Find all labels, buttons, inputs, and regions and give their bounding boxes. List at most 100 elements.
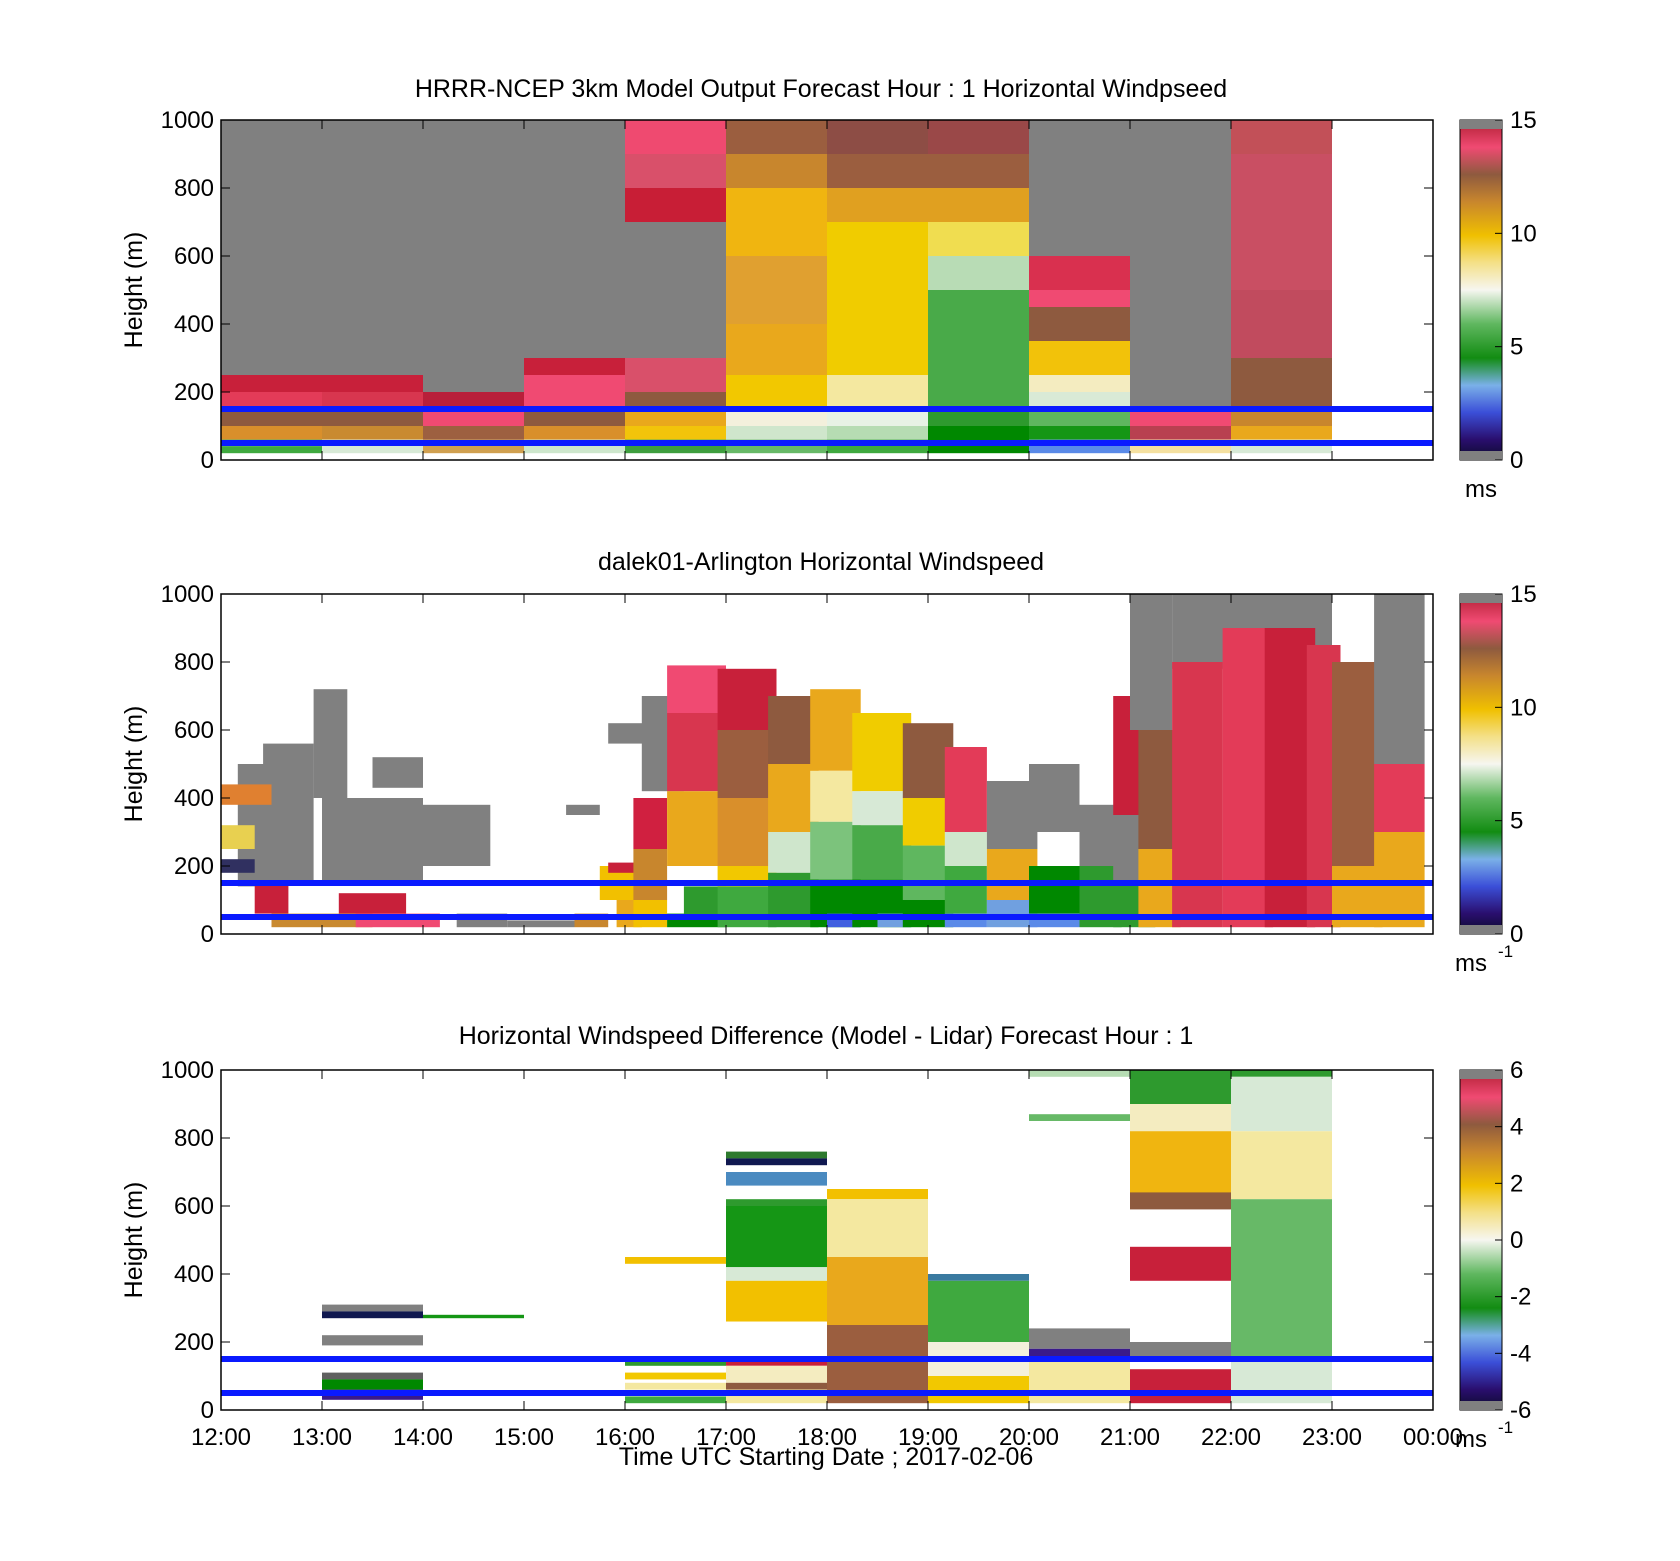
heatmap-cell [810,770,861,822]
colorbar-tick-label: 0 [1510,447,1523,474]
heatmap-cell [717,886,777,928]
heatmap-cell [221,784,272,805]
colorbar-gradient [1459,593,1503,935]
heatmap-cell [322,1311,423,1319]
y-tick-label: 800 [174,649,214,676]
heatmap-cell [524,120,625,358]
heatmap-cell [1231,426,1332,440]
heatmap-cell [827,1257,928,1325]
heatmap-cell [1029,307,1130,341]
x-axis-ticks [220,120,1434,460]
heatmap-cell [1130,426,1231,440]
heatmap-cell [625,1396,726,1404]
heatmap-cell [625,1257,726,1264]
heatmap-cell [423,426,524,440]
colorbar-tick-label: 6 [1510,1057,1523,1084]
heatmap-cell [768,832,819,873]
y-tick-label: 0 [201,1397,214,1424]
heatmap-cell [667,713,726,792]
heatmap-cell [1222,628,1274,928]
heatmap-cell [625,222,726,358]
colorbar-tick-label: 15 [1510,107,1537,134]
heatmap-cell [1029,341,1130,375]
colorbar-tick-label: 4 [1510,1114,1523,1141]
heatmap-cell [1231,1076,1332,1132]
heatmap-cell [928,409,1029,426]
heatmap-cell [667,665,726,713]
heatmap-cell [726,1267,827,1281]
heatmap-cell [928,256,1029,290]
y-tick-label: 1000 [161,1057,214,1084]
colorbar-gradient [1459,119,1503,461]
y-tick-label: 800 [174,175,214,202]
heatmap-cell [852,825,912,880]
heatmap-cell [221,446,322,454]
heatmap-cell [1029,1359,1130,1404]
y-axis: 0 200 400 600 800 1000 [161,581,1433,948]
heatmap-cell [338,893,407,914]
heatmap-cell [1231,290,1332,358]
heatmap-cell [1130,1104,1231,1132]
colorbar-unit: ms [1465,476,1497,503]
colorbar: -6 -4 -2 0 2 4 6 ms -1 [1455,1057,1531,1453]
heatmap-cell [221,392,322,409]
heatmap-cell [1029,1070,1130,1077]
heatmap-cell [717,730,777,798]
colorbar: 0 5 10 15 ms [1459,107,1537,503]
heatmap-cell [221,120,322,375]
heatmap-cell [1029,256,1130,290]
y-tick-label: 1000 [161,107,214,134]
colorbar-unit-exponent: -1 [1498,1418,1513,1437]
y-tick-label: 0 [201,447,214,474]
heatmap-cell [827,409,928,426]
heatmap-cell [726,1382,827,1390]
colorbar-tick-label: -4 [1510,1340,1531,1367]
heatmap-cell [625,1359,726,1366]
heatmap-cell [1231,1070,1332,1077]
heatmap-cell [726,426,827,440]
heatmap-cell [726,1172,827,1186]
heatmap-cell [322,1335,423,1346]
heatmap-cell [928,1376,1029,1404]
heatmap-cell [1029,375,1130,392]
x-tick-label: 13:00 [292,1424,352,1451]
heatmap-cell [1374,832,1425,928]
heatmap-cell [726,1151,827,1159]
x-tick-label: 20:00 [999,1424,1059,1451]
heatmap-cell [254,883,289,914]
colorbar-end-cap [1460,120,1502,129]
heatmap-cell [928,222,1029,256]
heatmap-cell [827,154,928,188]
heatmap-cell [423,804,491,866]
heatmap-cell [944,747,987,832]
heatmap-cell [726,188,827,256]
heatmap-cell [1130,409,1231,426]
heatmap-cell [1231,120,1332,154]
y-axis: 0 200 400 600 800 1000 [161,107,1433,474]
heatmap-cell [810,821,861,880]
heatmap-cell [928,1280,1029,1342]
heatmap-cell [322,798,423,883]
heatmap-cell [928,154,1029,188]
heatmap-cell [524,375,625,409]
heatmap-cell [263,743,314,883]
heatmap-cell [827,1199,928,1257]
heatmap-cell [726,256,827,324]
reference-lines [221,880,1433,920]
y-axis: 0 200 400 600 800 1000 [161,1057,1433,1424]
heatmap-cell [1029,764,1080,832]
colorbar-unit-exponent: -1 [1498,942,1513,961]
y-tick-label: 0 [201,921,214,948]
y-tick-label: 600 [174,1193,214,1220]
heatmap-cell [625,358,726,392]
x-tick-label: 19:00 [898,1424,958,1451]
reference-lines [221,1356,1433,1396]
colorbar-tick-label: 15 [1510,581,1537,608]
colorbar-end-cap [1460,1070,1502,1079]
heatmap-cell [1029,866,1080,914]
colorbar-tick-label: 0 [1510,921,1523,948]
heatmap-cell [726,1365,827,1383]
heatmap-cell [1264,628,1316,928]
x-tick-label: 12:00 [191,1424,251,1451]
